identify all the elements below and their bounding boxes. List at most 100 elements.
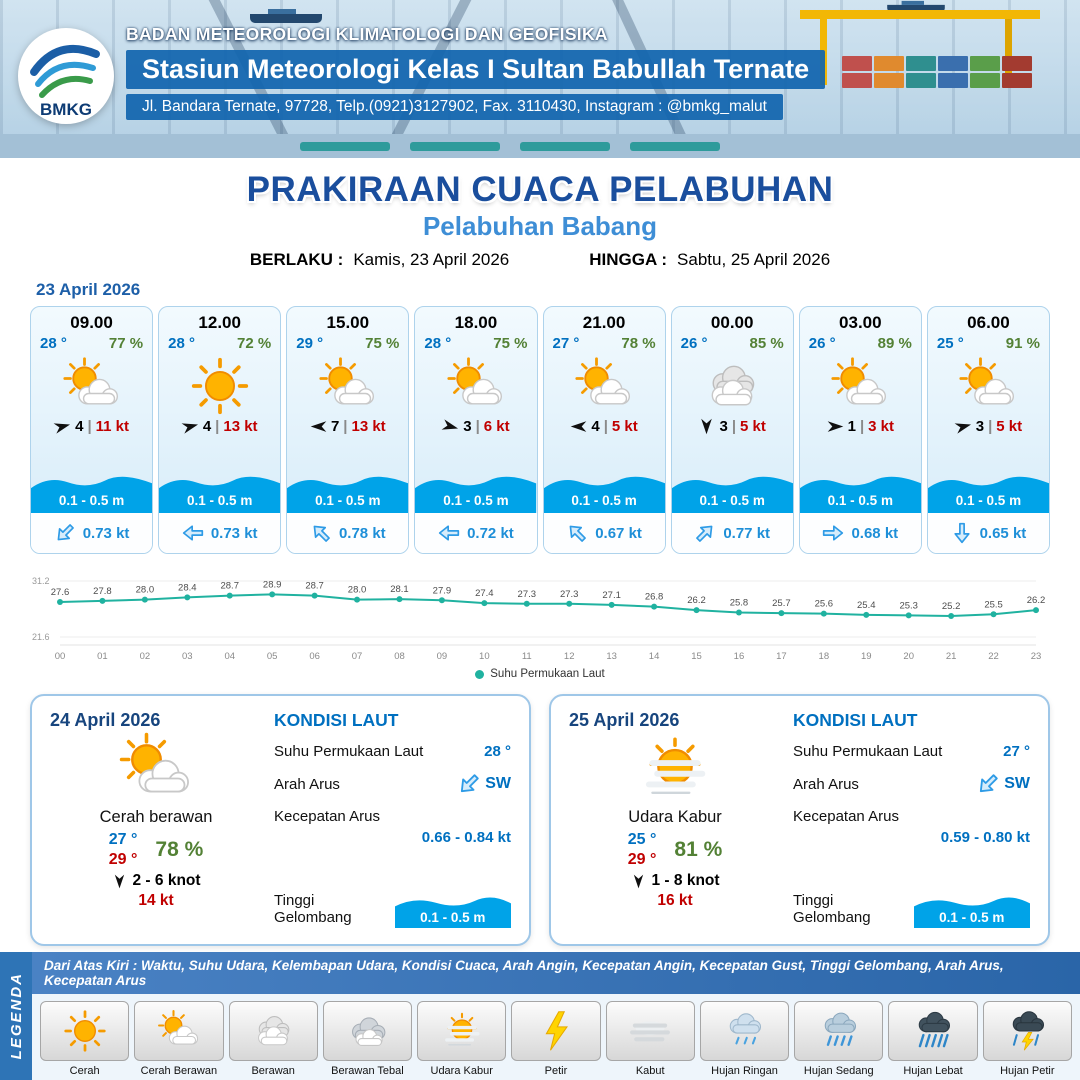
wave-height: 0.1 - 0.5 m [955, 493, 1022, 508]
legend-item: Udara Kabur [417, 1001, 507, 1077]
wave-height-band: 0.1 - 0.5 m [159, 469, 281, 513]
legend-item-label: Cerah Berawan [140, 1065, 218, 1077]
cerah-berawan-icon [61, 356, 123, 416]
berawan-tebal-icon [345, 1009, 389, 1053]
cerah-berawan-icon [108, 731, 204, 807]
legend-item: Cerah [40, 1001, 130, 1077]
validity-row: BERLAKU : Kamis, 23 April 2026 HINGGA : … [0, 250, 1080, 270]
svg-text:28.7: 28.7 [220, 581, 239, 592]
hingga-value: Sabtu, 25 April 2026 [677, 250, 831, 269]
wind-gust: 14 kt [138, 892, 174, 909]
svg-text:17: 17 [776, 651, 787, 662]
bench-illustration [630, 142, 720, 151]
legend-item: Cerah Berawan [134, 1001, 224, 1077]
legend-item-label: Hujan Petir [1000, 1065, 1055, 1077]
current-speed: 0.78 kt [338, 524, 386, 542]
wind-gust: 5 kt [611, 418, 638, 435]
humidity: 75 % [365, 335, 400, 352]
svg-text:27.3: 27.3 [560, 589, 579, 600]
current-direction-icon [49, 517, 80, 548]
wave-height: 0.1 - 0.5 m [187, 493, 253, 508]
forecast-card: 12.00 28 ° 72 % 4 | 13 kt 0.1 - 0.5 m 0.… [158, 306, 282, 554]
humidity: 75 % [493, 335, 528, 352]
page-subtitle: Pelabuhan Babang [422, 211, 658, 241]
svg-text:27.3: 27.3 [518, 589, 537, 600]
ship-illustration [250, 9, 322, 23]
kabut-icon [628, 1009, 672, 1053]
svg-text:08: 08 [394, 651, 405, 662]
svg-text:15: 15 [691, 651, 702, 662]
current-direction-icon [452, 767, 486, 801]
org-name: BADAN METEOROLOGI KLIMATOLOGI DAN GEOFIS… [126, 24, 608, 44]
hujan-sedang-icon [817, 1009, 861, 1053]
wind-separator: | [731, 418, 737, 435]
cerah-berawan-icon [157, 1009, 201, 1053]
wind-gust: 3 kt [868, 418, 895, 435]
hujan-lebat-icon [911, 1009, 955, 1053]
svg-text:23: 23 [1031, 651, 1042, 662]
bench-illustration [410, 142, 500, 151]
svg-text:27.9: 27.9 [433, 585, 452, 596]
svg-text:28.9: 28.9 [263, 579, 282, 590]
forecast-time: 03.00 [839, 313, 882, 332]
legend-description: Dari Atas Kiri : Waktu, Suhu Udara, Kele… [32, 952, 1080, 994]
air-temperature: 29 ° [296, 335, 324, 352]
wind-gust: 5 kt [740, 418, 766, 435]
legend-item-label: Berawan Tebal [331, 1065, 404, 1077]
svg-text:21.6: 21.6 [32, 632, 50, 642]
air-temperature: 26 ° [680, 335, 708, 352]
wind-speed: 7 [330, 418, 340, 435]
forecast-card: 09.00 28 ° 77 % 4 | 11 kt 0.1 - 0.5 m 0.… [30, 306, 154, 554]
page-title: PRAKIRAAN CUACA PELABUHAN [246, 170, 834, 209]
forecast-time: 06.00 [967, 313, 1010, 332]
cerah-icon [63, 1009, 107, 1053]
wave-height-badge: 0.1 - 0.5 m [913, 892, 1030, 928]
current-speed: 0.73 kt [210, 524, 258, 542]
legend-item-label: Cerah [69, 1065, 100, 1077]
forecast-date: 23 April 2026 [36, 280, 141, 299]
berlaku-value: Kamis, 23 April 2026 [353, 250, 510, 269]
svg-text:25.5: 25.5 [984, 599, 1003, 610]
hingga-label: HINGGA : [589, 250, 668, 269]
svg-text:04: 04 [224, 651, 235, 662]
svg-text:21: 21 [946, 651, 957, 662]
wind-separator: | [343, 418, 348, 435]
wave-height: 0.1 - 0.5 m [939, 910, 1005, 925]
wind-speed: 3 [463, 418, 472, 435]
sst-line-chart: 31.2 21.6 27.6 00 27.8 01 28.0 02 28.4 03 28.7 04 28… [32, 576, 1045, 662]
air-temperature: 25 ° [936, 335, 964, 352]
legend-item-label: Kabut [635, 1065, 665, 1077]
legend-item: Hujan Petir [982, 1001, 1072, 1077]
forecast-card: 21.00 27 ° 78 % 4 | 5 kt 0.1 - 0.5 m 0.6… [542, 306, 666, 554]
current-direction-icon [438, 522, 460, 544]
humidity: 91 % [1005, 335, 1040, 352]
forecast-time: 12.00 [198, 313, 241, 332]
cerah-berawan-icon [317, 356, 379, 416]
wind-gust: 11 kt [95, 418, 130, 435]
wind-speed: 3 [975, 418, 985, 435]
bmkg-logo-text: BMKG [40, 100, 92, 119]
wind-speed: 1 [847, 418, 856, 435]
forecast-time: 18.00 [454, 313, 498, 332]
current-direction: SW [485, 775, 511, 792]
wind-separator: | [215, 418, 220, 435]
forecast-card: 03.00 26 ° 89 % 1 | 3 kt 0.1 - 0.5 m 0.6… [798, 306, 922, 554]
wave-height-band: 0.1 - 0.5 m [543, 469, 665, 513]
svg-text:28.7: 28.7 [305, 581, 324, 592]
current-direction-icon [822, 522, 844, 544]
temp-min: 27 ° [108, 831, 138, 848]
svg-text:25.7: 25.7 [772, 598, 791, 609]
svg-text:25.3: 25.3 [899, 600, 918, 611]
humidity: 85 % [749, 335, 784, 352]
svg-text:27.8: 27.8 [93, 586, 112, 597]
current-speed: 0.59 - 0.80 kt [940, 829, 1030, 846]
svg-text:27.4: 27.4 [475, 588, 494, 599]
current-speed: 0.67 kt [595, 524, 642, 542]
air-temperature: 28 ° [168, 335, 195, 352]
current-direction-label: Arah Arus [274, 775, 340, 793]
wind-gust: 5 kt [996, 418, 1023, 435]
current-speed-label: Kecepatan Arus [793, 808, 899, 825]
wind-direction-icon [570, 418, 587, 435]
forecast-time: 21.00 [582, 313, 626, 332]
svg-text:00: 00 [55, 651, 66, 662]
